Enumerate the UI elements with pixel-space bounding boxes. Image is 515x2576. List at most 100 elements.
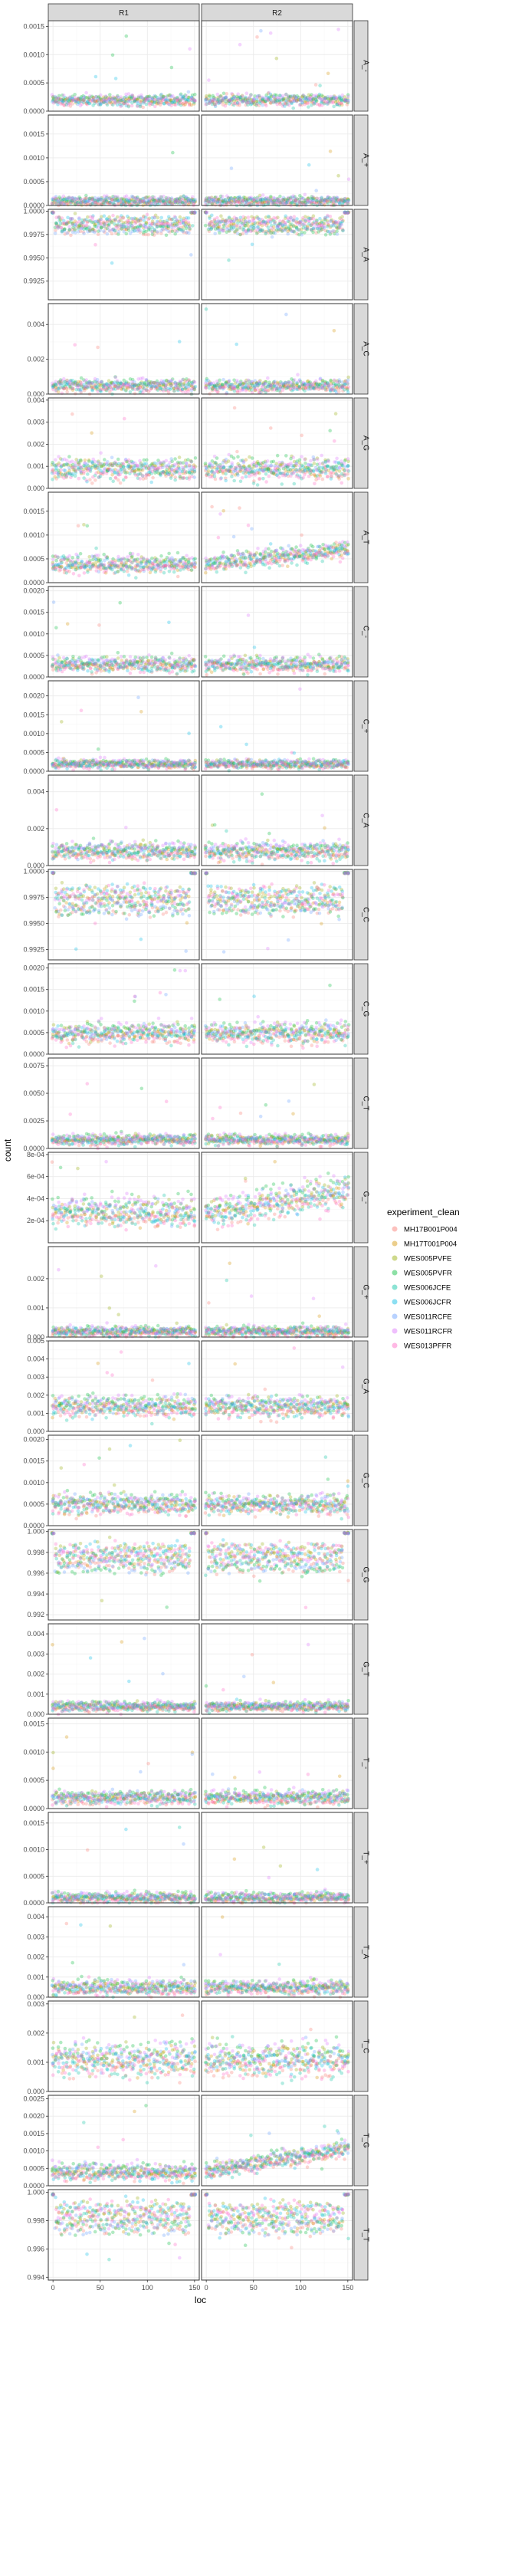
data-point [329,215,333,219]
data-point [291,230,295,234]
data-point [210,214,214,218]
data-point [274,387,278,391]
data-point [346,381,349,385]
data-point [303,473,307,477]
data-point [61,392,64,396]
data-point [320,454,323,458]
data-point [340,218,344,222]
data-point [212,471,216,475]
data-point [341,228,345,232]
data-point [97,554,100,557]
data-point [153,215,156,219]
data-point [249,229,253,233]
data-point [79,389,83,393]
data-point [149,481,153,485]
data-point [187,90,191,94]
data-point [337,389,341,393]
data-point [278,219,282,223]
data-point [337,380,341,384]
data-point [186,390,190,394]
data-point [235,450,239,454]
data-point [292,472,296,475]
data-point [346,212,350,215]
data-point [230,462,234,465]
data-point [88,102,92,106]
data-point [165,234,169,238]
data-point [314,98,318,102]
data-point [192,466,196,470]
data-point [103,563,107,567]
data-point [159,461,162,465]
data-point [224,472,228,476]
data-point [264,464,267,468]
data-point [94,75,98,79]
data-point [333,439,336,443]
data-point [212,225,216,228]
data-point [113,461,117,465]
data-point [334,221,338,225]
data-point [312,458,316,462]
data-point [127,92,131,96]
data-point [194,456,198,460]
data-point [239,480,243,484]
y-tick-label: 0.000 [27,485,44,492]
data-point [269,195,273,199]
data-point [340,223,343,227]
data-point [124,389,128,393]
data-point [225,92,229,96]
data-point [166,222,170,226]
data-point [266,200,270,204]
data-point [280,482,284,486]
data-point [141,376,145,380]
data-point [225,95,228,99]
facet-row-5: 0.00000.00050.00100.0015 [23,492,353,586]
data-point [249,94,253,97]
data-point [318,462,322,466]
data-point [82,99,86,103]
y-tick-label: 0.9925 [23,278,44,285]
data-point [104,94,108,98]
data-point [225,392,228,396]
data-point [247,219,251,223]
data-point [109,477,113,481]
data-point [116,379,120,383]
data-point [251,456,254,460]
data-point [192,211,196,215]
data-point [51,93,54,97]
data-point [336,174,340,178]
data-point [263,382,267,386]
data-point [317,477,320,481]
data-point [280,223,284,227]
data-point [88,230,92,234]
data-point [192,98,196,102]
data-point [235,217,238,221]
data-point [173,457,177,461]
data-point [269,426,273,430]
data-point [65,232,69,235]
data-point [69,234,73,238]
data-point [307,105,310,109]
data-point [336,232,340,236]
data-point [54,221,58,225]
data-point [54,559,58,563]
data-point [340,101,344,105]
data-point [241,388,244,392]
data-point [329,150,333,153]
data-point [300,233,304,237]
data-point [227,258,231,262]
data-point [274,216,278,220]
data-point [54,232,57,235]
data-point [118,473,122,477]
data-point [184,200,188,204]
data-point [332,105,336,109]
data-point [82,523,86,527]
data-point [267,225,271,229]
data-point [286,472,290,476]
data-point [264,480,268,484]
data-point [189,253,193,257]
data-point [309,459,313,463]
data-point [212,97,216,101]
